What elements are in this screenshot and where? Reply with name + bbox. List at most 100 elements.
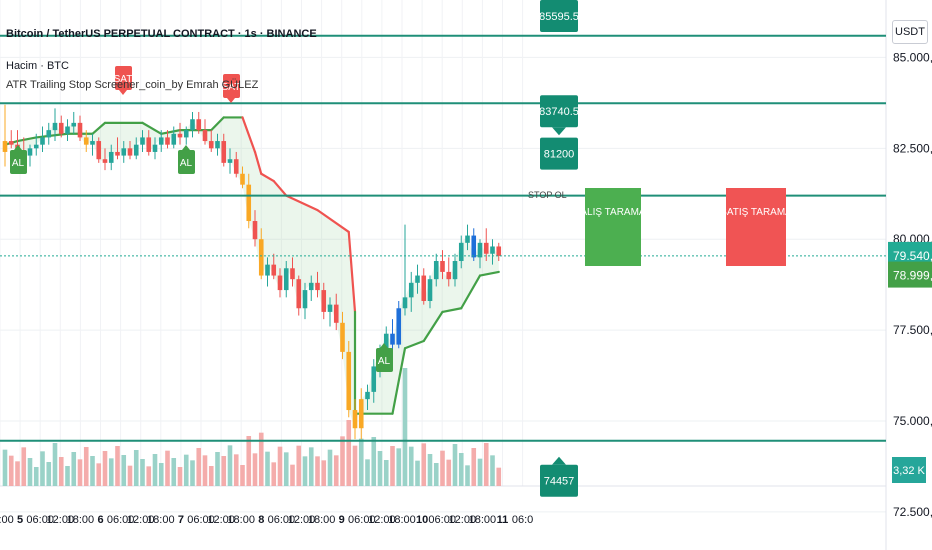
candle — [277, 268, 283, 298]
level-callout-box — [540, 464, 578, 497]
signal-box — [376, 348, 393, 372]
candle-body — [46, 130, 52, 138]
candle-body — [108, 151, 114, 163]
candle — [421, 268, 427, 305]
trailing-stop-segment — [347, 230, 357, 313]
volume-bar — [40, 451, 45, 486]
price-axis[interactable]: 85.000,082.500,080.000,077.500,075.000,0… — [888, 50, 932, 519]
volume-bar — [302, 456, 308, 486]
candle — [90, 133, 95, 156]
candle — [483, 228, 489, 262]
x-tick-label: 5 — [17, 514, 23, 526]
trailing-stop-segment — [141, 121, 163, 135]
candle-body — [96, 141, 102, 160]
volume-bar — [127, 465, 133, 486]
x-tick-label: 12:00 — [47, 514, 75, 526]
volume-bar — [165, 450, 170, 486]
signal-pointer — [380, 343, 388, 348]
volume-bar — [477, 458, 483, 486]
time-axis[interactable]: 18:00506:0012:0018:00606:0012:0018:00706… — [0, 514, 533, 526]
signal-box — [115, 66, 132, 90]
candles — [2, 104, 502, 440]
level-callout-label: 85595.5 — [539, 11, 579, 23]
signal-al: AL — [10, 145, 27, 174]
trailing-stop-segment — [210, 116, 225, 132]
volume-bar — [371, 437, 377, 486]
signal-sat: SAT — [114, 66, 132, 95]
price-label-text: 79.540,0 — [893, 249, 932, 263]
volume-bar — [27, 458, 33, 486]
currency-button[interactable]: USDT — [892, 20, 928, 44]
volume-bar — [402, 368, 408, 486]
volume-bar — [483, 443, 489, 486]
candle — [246, 173, 252, 229]
candle — [171, 126, 177, 149]
candle-body — [371, 366, 377, 392]
x-tick-label: 18:00 — [67, 514, 95, 526]
signal-al: AL — [178, 145, 195, 174]
volume-bar — [158, 463, 164, 486]
volume-bar — [133, 450, 139, 486]
candle — [346, 340, 352, 418]
candle — [46, 122, 52, 145]
candle — [408, 271, 414, 312]
candle-body — [133, 144, 139, 156]
candle-body — [396, 308, 402, 345]
candle-body — [90, 141, 95, 145]
candle — [458, 235, 464, 269]
volume-bar — [433, 463, 439, 486]
candle-body — [483, 242, 489, 254]
x-tick-label: 9 — [339, 514, 345, 526]
volume-bar — [283, 452, 289, 486]
volume-indicator-label[interactable]: Hacim · BTC — [6, 60, 69, 72]
volume-bar — [140, 459, 145, 486]
symbol-title[interactable]: Bitcoin / TetherUS PERPETUAL CONTRACT · … — [6, 28, 317, 40]
volume-bar — [208, 466, 214, 486]
level-callout-label: 81200 — [544, 149, 575, 161]
signal-al: AL — [376, 343, 393, 372]
candle — [146, 130, 152, 156]
candle — [308, 275, 314, 301]
candle — [252, 210, 258, 247]
candle-body — [258, 239, 264, 276]
candle — [177, 122, 183, 145]
candle — [290, 257, 295, 287]
candle — [240, 166, 245, 189]
y-tick-label: 72.500,0 — [893, 505, 932, 519]
volume-bar — [90, 456, 95, 486]
candle-body — [477, 242, 483, 258]
price-label-text: 78.999,0 — [893, 269, 932, 283]
volume-bar — [77, 459, 83, 486]
x-tick-label: 18:00 — [0, 514, 14, 526]
trailing-stop-segment — [285, 194, 319, 212]
candle — [227, 148, 233, 174]
atr-indicator-label[interactable]: ATR Trailing Stop Screener_coin_by Emrah… — [6, 79, 259, 91]
candle — [433, 253, 439, 287]
candle-body — [171, 133, 177, 145]
candle-body — [127, 148, 133, 156]
candle — [165, 130, 170, 149]
price-label-box — [888, 261, 932, 288]
level-callout-pointer — [552, 127, 566, 136]
candle-body — [340, 322, 345, 352]
volume-bar — [327, 449, 333, 486]
x-tick-label: 18:00 — [147, 514, 175, 526]
trailing-stop-segment — [16, 136, 38, 143]
trailing-stop-segment — [260, 172, 275, 183]
candle-body — [465, 235, 470, 243]
candle — [477, 239, 483, 269]
volume-bar — [308, 447, 314, 486]
candle — [183, 126, 189, 145]
volume-bar — [71, 452, 77, 486]
volume-bar — [215, 452, 220, 486]
signal-label: AL — [180, 158, 193, 169]
signal-pointer — [14, 145, 22, 150]
level-callout-box — [540, 137, 578, 170]
alis-tarama-box: ALIŞ TARAMA — [580, 188, 646, 266]
x-tick-label: 6 — [97, 514, 103, 526]
x-tick-label: 06:00 — [187, 514, 215, 526]
candle — [202, 119, 208, 145]
volume-bar — [33, 467, 39, 486]
volume-bar — [465, 465, 470, 486]
